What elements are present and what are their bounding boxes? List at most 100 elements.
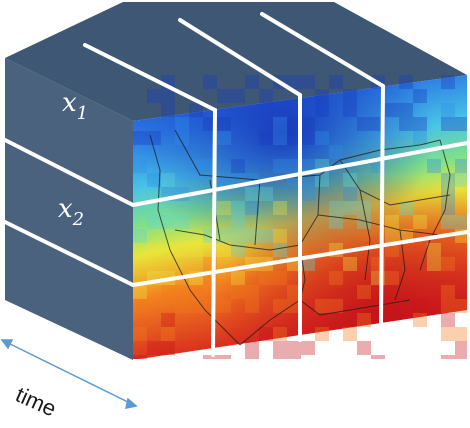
x2-label: x2 [58,194,84,230]
map-pixel [273,131,287,145]
map-pixel [441,285,455,299]
map-pixel [455,173,467,187]
map-pixel [301,341,315,355]
map-pixel [245,355,259,359]
map-pixel [175,299,189,313]
map-pixel [259,229,273,243]
map-pixel [203,355,217,359]
map-pixel [231,271,245,285]
map-pixel [245,299,259,313]
map-pixel [147,131,161,145]
map-pixel [441,103,455,117]
map-pixel [287,131,301,145]
map-pixel [273,117,287,131]
map-pixel [189,299,203,313]
map-pixel [343,173,357,187]
map-pixel [259,131,273,145]
cube-top-face [5,2,467,121]
map-pixel [175,285,189,299]
map-pixel [287,355,301,359]
map-pixel [133,229,147,243]
map-pixel [441,173,455,187]
map-pixel [133,285,147,299]
map-pixel [427,159,441,173]
map-pixel [287,285,301,299]
map-pixel [217,299,231,313]
map-pixel [441,215,455,229]
map-pixel [147,173,161,187]
map-pixel [175,243,189,257]
map-pixel [147,243,161,257]
map-pixel [217,131,231,145]
map-pixel [231,215,245,229]
map-pixel [259,327,273,341]
map-pixel [133,327,147,341]
map-pixel [231,229,245,243]
map-pixel [441,75,455,89]
map-pixel [301,117,315,131]
map-pixel [413,131,427,145]
map-pixel [441,257,455,271]
map-pixel [315,299,329,313]
map-pixel [329,215,343,229]
map-pixel [217,201,231,215]
map-pixel [161,327,175,341]
time-arrow [0,339,138,409]
map-pixel [455,117,467,131]
map-pixel [245,341,259,355]
map-pixel [357,285,371,299]
map-pixel [231,201,245,215]
map-pixel [273,327,287,341]
map-pixel [175,215,189,229]
map-pixel [301,187,315,201]
map-pixel [189,243,203,257]
map-pixel [455,159,467,173]
map-pixel [315,89,329,103]
map-pixel [245,285,259,299]
map-pixel [427,243,441,257]
map-pixel [189,103,203,117]
map-pixel [343,327,357,341]
map-pixel [133,159,147,173]
map-pixel [329,75,343,89]
map-pixel [273,201,287,215]
map-pixel [161,341,175,355]
map-pixel [385,243,399,257]
map-pixel [273,243,287,257]
map-pixel [413,89,427,103]
map-pixel [287,117,301,131]
map-pixel [441,299,455,313]
map-pixel [287,341,301,355]
map-pixel [147,89,161,103]
map-pixel [133,131,147,145]
map-pixel [287,159,301,173]
map-pixel [217,117,231,131]
map-pixel [259,89,273,103]
map-pixel [427,257,441,271]
map-pixel [231,89,245,103]
map-pixel [399,201,413,215]
map-pixel [315,103,329,117]
map-pixel [441,313,455,327]
map-pixel [441,355,455,359]
map-pixel [133,355,147,359]
map-pixel [301,131,315,145]
map-pixel [343,89,357,103]
map-pixel [357,313,371,327]
map-pixel [217,243,231,257]
map-pixel [343,187,357,201]
map-pixel [343,201,357,215]
map-pixel [343,103,357,117]
map-pixel [301,257,315,271]
map-pixel [273,355,287,359]
map-pixel [217,173,231,187]
map-pixel [343,257,357,271]
map-pixel [301,75,315,89]
map-pixel [175,131,189,145]
map-pixel [301,159,315,173]
map-pixel [147,341,161,355]
map-pixel [245,229,259,243]
map-pixel [161,215,175,229]
map-pixel [315,327,329,341]
